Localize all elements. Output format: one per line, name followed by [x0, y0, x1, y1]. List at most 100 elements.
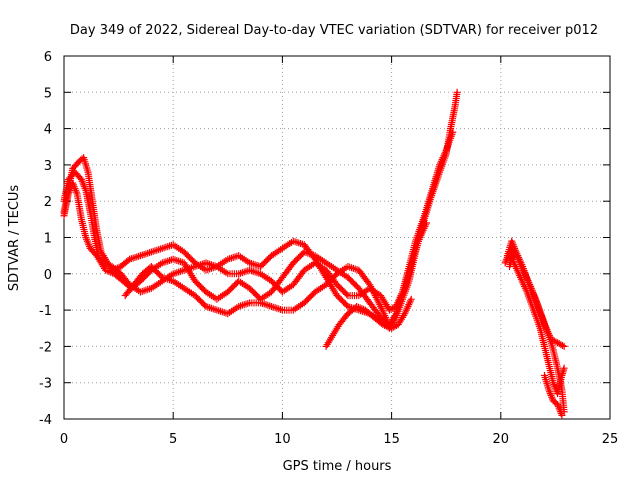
- data-point-trace: [175, 268, 183, 276]
- y-axis-label: SDTVAR / TECUs: [7, 185, 22, 292]
- x-tick-label: 20: [493, 432, 510, 447]
- data-point: [453, 88, 461, 96]
- series-track-e: [322, 295, 415, 350]
- x-axis-ticks: 0 5 10 15 20 25: [60, 56, 618, 447]
- data-point-trace: [295, 239, 303, 247]
- data-point-trace: [173, 256, 181, 264]
- data-point-trace: [162, 243, 170, 251]
- x-tick-label: 0: [60, 432, 68, 447]
- data-point-trace: [156, 245, 164, 253]
- data-point-trace: [346, 263, 354, 271]
- data-point-trace: [251, 268, 259, 276]
- data-point: [147, 248, 155, 256]
- data-point-trace: [258, 299, 266, 307]
- data-point-trace: [269, 303, 277, 311]
- y-tick-label: 0: [44, 268, 52, 283]
- data-point-trace: [349, 264, 357, 272]
- data-point: [449, 128, 457, 136]
- data-point-trace: [149, 247, 157, 255]
- data-point-trace: [233, 252, 241, 260]
- data-point: [558, 411, 566, 419]
- data-point-trace: [140, 287, 148, 295]
- data-point-trace: [238, 269, 246, 277]
- data-point-trace: [260, 300, 268, 308]
- data-point-trace: [275, 305, 283, 313]
- data-point-trace: [176, 267, 184, 275]
- data-point-trace: [249, 267, 257, 275]
- series-track-d: [121, 263, 391, 325]
- data-point: [383, 317, 391, 325]
- data-point-trace: [273, 304, 281, 312]
- data-point-trace: [240, 301, 248, 309]
- data-point-trace: [343, 290, 351, 298]
- data-point-trace: [138, 287, 146, 295]
- y-tick-label: 1: [44, 232, 52, 247]
- data-point-trace: [135, 252, 143, 260]
- data-point-trace: [244, 299, 252, 307]
- data-point: [136, 252, 144, 260]
- data-point: [202, 259, 210, 267]
- data-point-trace: [237, 269, 245, 277]
- data-point-trace: [291, 238, 299, 246]
- data-point-trace: [266, 302, 274, 310]
- data-point: [560, 342, 568, 350]
- data-point-trace: [166, 256, 174, 264]
- data-point: [423, 219, 431, 227]
- data-point-trace: [140, 250, 148, 258]
- data-point-trace: [264, 301, 272, 309]
- data-point-trace: [209, 305, 217, 313]
- y-axis-ticks: -4 -3 -2 -1 0 1 2 3 4 5 6: [39, 50, 610, 428]
- data-point-trace: [144, 249, 152, 257]
- data-point-trace: [217, 307, 225, 315]
- data-point: [169, 255, 177, 263]
- data-point-trace: [164, 243, 172, 251]
- data-point-trace: [251, 261, 259, 269]
- y-tick-label: 2: [44, 195, 52, 210]
- data-point-trace: [167, 241, 175, 249]
- data-points: [60, 88, 568, 419]
- data-point-trace: [146, 249, 154, 257]
- data-point-trace: [207, 304, 215, 312]
- data-point-trace: [558, 341, 566, 349]
- data-point-trace: [293, 238, 301, 246]
- data-point-trace: [242, 300, 250, 308]
- series-track-i: [540, 371, 566, 419]
- data-point-trace: [164, 257, 172, 265]
- data-point-trace: [247, 267, 255, 275]
- data-point-trace: [222, 309, 230, 317]
- x-tick-label: 5: [169, 432, 177, 447]
- data-point-trace: [211, 305, 219, 313]
- grid-lines: [64, 56, 610, 419]
- data-point-trace: [218, 308, 226, 316]
- data-point: [407, 295, 415, 303]
- data-point-trace: [240, 268, 248, 276]
- data-point-trace: [138, 251, 146, 259]
- data-point-trace: [175, 257, 183, 265]
- data-point-trace: [277, 305, 285, 313]
- data-point-trace: [204, 266, 212, 274]
- x-tick-label: 10: [274, 432, 291, 447]
- x-tick-label: 15: [383, 432, 400, 447]
- y-tick-label: 5: [44, 86, 52, 101]
- data-point-trace: [142, 250, 150, 258]
- y-tick-label: -3: [39, 377, 52, 392]
- data-point: [246, 266, 254, 274]
- x-tick-label: 25: [602, 432, 619, 447]
- y-tick-label: -2: [39, 340, 52, 355]
- data-point-trace: [171, 256, 179, 264]
- series-track-h: [501, 248, 568, 398]
- series-track-c: [60, 179, 431, 314]
- series-track-b: [60, 128, 457, 329]
- y-tick-label: 3: [44, 159, 52, 174]
- data-point-trace: [155, 246, 163, 254]
- data-point-trace: [133, 253, 141, 261]
- y-tick-label: 4: [44, 123, 52, 138]
- data-point: [267, 302, 275, 310]
- data-point-trace: [262, 301, 270, 309]
- data-point-trace: [204, 260, 212, 268]
- data-point-trace: [229, 253, 237, 261]
- y-tick-label: 6: [44, 50, 52, 65]
- data-point: [560, 364, 568, 372]
